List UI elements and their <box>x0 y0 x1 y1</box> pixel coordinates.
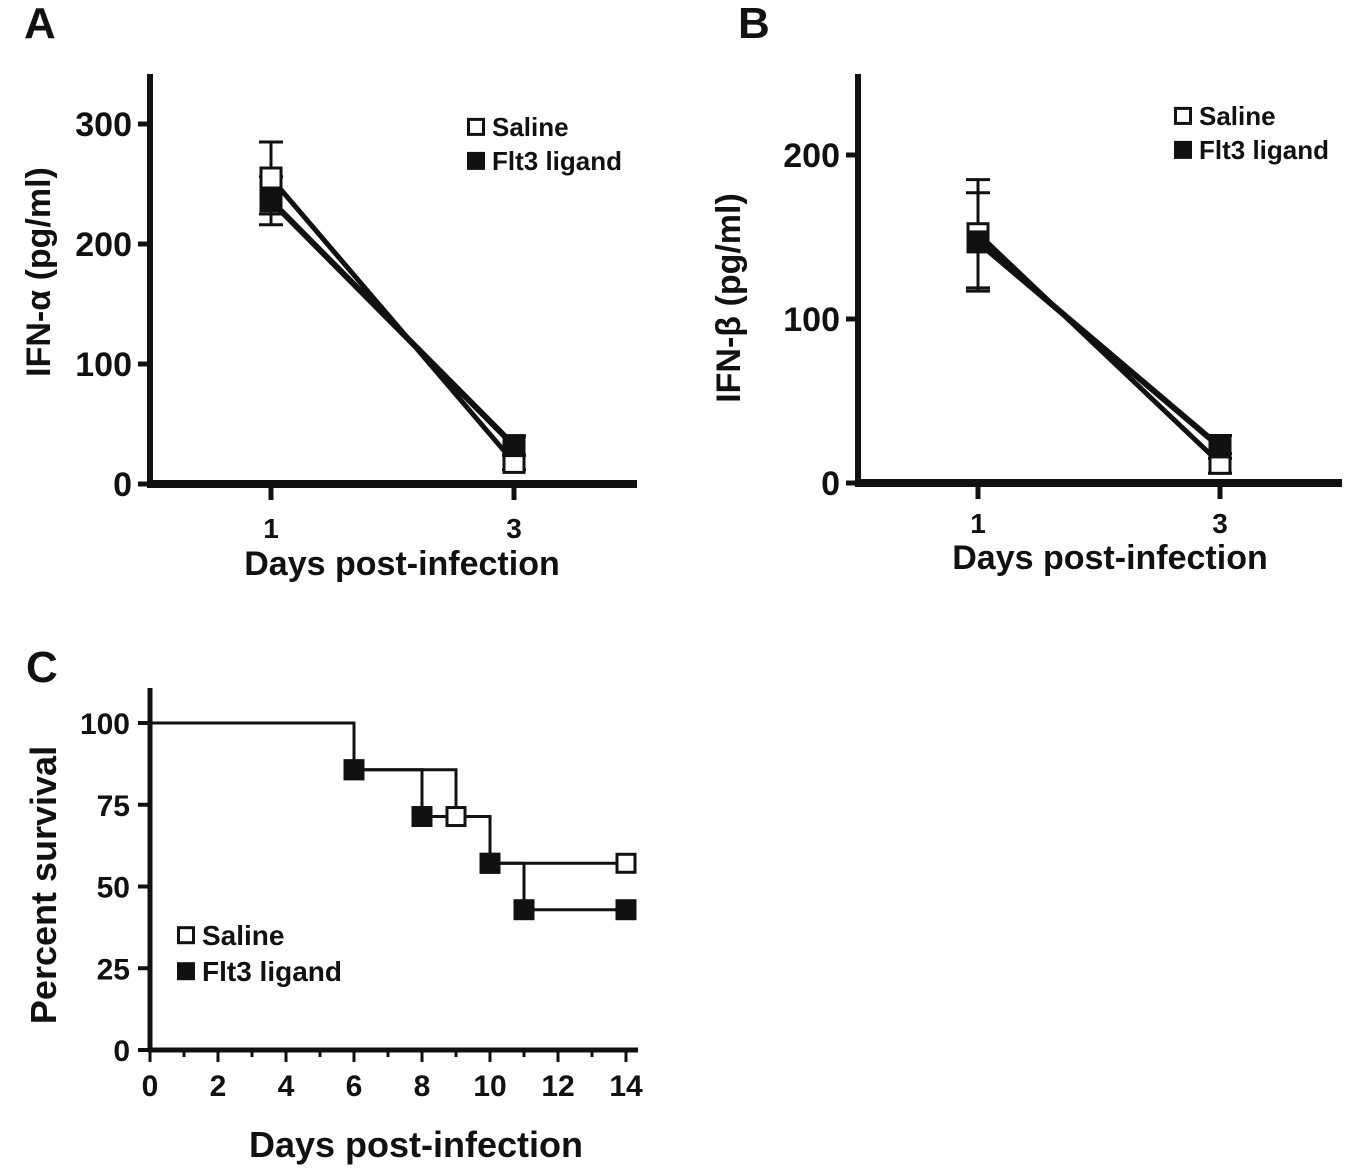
panel-c-point-flt3-day14 <box>615 899 637 921</box>
panel-b-ylabel: IFN-β (pg/ml) <box>710 193 748 403</box>
panel-c-y-tick-label-25: 25 <box>97 953 130 986</box>
panel-c-x-tick-label-4: 4 <box>278 1070 295 1103</box>
panel-c-point-saline-day9 <box>445 806 467 828</box>
panel-b-x-tick-label-3: 3 <box>1212 508 1228 539</box>
panel-c-legend-label-1: Saline <box>202 920 284 951</box>
panel-c-legend-marker-1 <box>177 926 195 945</box>
panel-letter-c: C <box>26 643 58 692</box>
panel-a-legend-marker-1 <box>467 117 485 136</box>
panel-c-legend-marker-2 <box>177 962 195 981</box>
panel-a-series-line-flt3 <box>268 198 517 448</box>
panel-c-point-flt3-day10 <box>479 852 501 874</box>
panel-a-point-flt3-day3 <box>502 434 526 458</box>
panel-c-x-tick-label-8: 8 <box>414 1070 431 1103</box>
panel-b-legend-marker-2 <box>1174 140 1192 159</box>
panel-a-y-tick-label-300: 300 <box>75 106 132 144</box>
panel-c-survival-curve-saline <box>150 721 626 865</box>
panel-c-point-flt3-day11 <box>513 899 535 921</box>
panel-c-y-tick-label-100: 100 <box>80 708 130 741</box>
panel-a-ylabel: IFN-α (pg/ml) <box>20 167 58 377</box>
panel-b-legend-marker-1 <box>1174 106 1192 125</box>
panel-b-point-flt3-day3 <box>1208 435 1232 459</box>
panel-b-series-line-saline <box>976 231 1222 466</box>
panel-a-legend-marker-2 <box>467 151 485 170</box>
panel-b-point-flt3-day1 <box>966 230 990 254</box>
panel-letter-a: A <box>24 0 56 48</box>
panel-b-legend-label-2: Flt3 ligand <box>1199 135 1329 165</box>
panel-a-x-tick-label-1: 1 <box>263 513 279 544</box>
panel-a-y-tick-label-0: 0 <box>113 466 132 504</box>
panel-b-x-tick-label-1: 1 <box>970 508 986 539</box>
panel-b-xlabel: Days post-infection <box>952 539 1267 577</box>
panel-c-point-saline-day14 <box>615 852 637 874</box>
panel-c-y-tick-label-50: 50 <box>97 872 130 905</box>
panel-a-point-saline-day1 <box>259 166 283 190</box>
panel-b-y-tick-label-0: 0 <box>821 465 840 503</box>
panel-c-y-tick-label-0: 0 <box>113 1035 130 1068</box>
panel-letter-b: B <box>738 0 770 48</box>
panel-c-y-tick-label-75: 75 <box>97 790 130 823</box>
panel-c-xlabel: Days post-infection <box>249 1124 583 1165</box>
panel-c-point-flt3-day6 <box>343 759 365 781</box>
panel-c-x-tick-label-12: 12 <box>541 1070 574 1103</box>
panel-a-legend-label-1: Saline <box>492 112 569 142</box>
panel-c-point-flt3-day8 <box>411 806 433 828</box>
panel-a-x-tick-label-3: 3 <box>506 513 522 544</box>
panel-c-x-tick-label-14: 14 <box>609 1070 643 1103</box>
panel-a-chart: IFN-α (pg/ml) Days post-infection 0 100 20… <box>20 74 637 583</box>
panel-c-x-tick-label-2: 2 <box>210 1070 227 1103</box>
panel-a-legend-label-2: Flt3 ligand <box>492 146 622 176</box>
panel-a-y-tick-label-100: 100 <box>75 346 132 384</box>
panel-a-xlabel: Days post-infection <box>244 545 559 583</box>
panel-a-y-tick-label-200: 200 <box>75 226 132 264</box>
panel-c-chart: Percent survival Days post-infection 025… <box>23 688 643 1165</box>
panel-c-x-tick-label-10: 10 <box>473 1070 506 1103</box>
panel-b-y-tick-label-200: 200 <box>783 137 840 175</box>
panel-c-legend-label-2: Flt3 ligand <box>202 956 342 987</box>
panel-b-y-tick-label-100: 100 <box>783 301 840 339</box>
panel-b-legend-label-1: Saline <box>1199 101 1276 131</box>
panel-c-survival-curve-flt3 <box>150 721 626 912</box>
panel-a-point-flt3-day1 <box>259 189 283 213</box>
panel-b-series-line-flt3 <box>976 239 1222 450</box>
panel-c-x-tick-label-6: 6 <box>346 1070 363 1103</box>
panel-c-x-tick-label-0: 0 <box>142 1070 159 1103</box>
panel-b-chart: IFN-β (pg/ml) Days post-infection 0 100 20… <box>710 74 1342 577</box>
panel-c-ylabel: Percent survival <box>23 746 64 1024</box>
